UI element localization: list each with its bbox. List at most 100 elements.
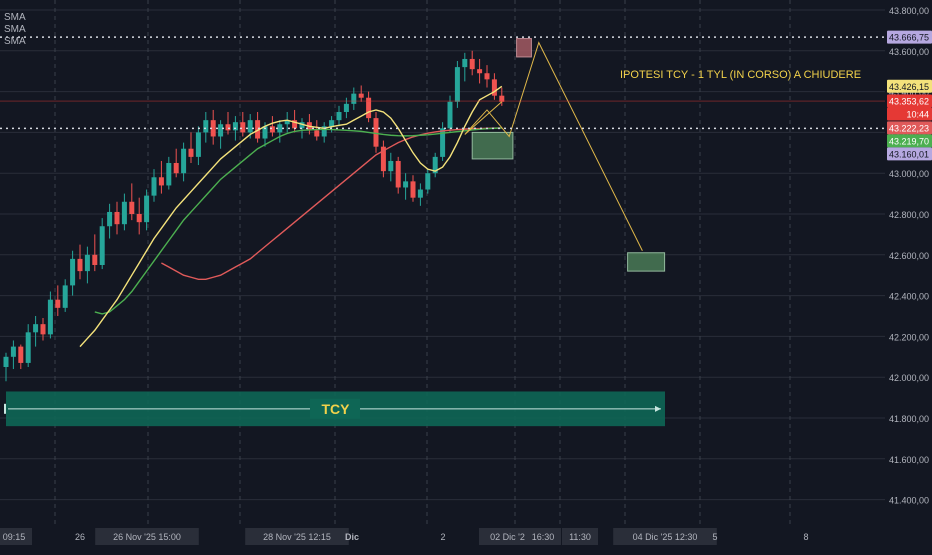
price-label-bg (887, 121, 932, 135)
price-tick-label: 42.400,00 (889, 292, 929, 302)
time-tick-label: 09:15 (3, 532, 26, 542)
time-label-bg (245, 528, 349, 545)
candle (299, 122, 305, 129)
candle (403, 181, 409, 188)
candle (491, 79, 497, 96)
candle (55, 299, 61, 308)
candle (417, 189, 423, 198)
candle (107, 211, 113, 227)
candle (329, 120, 335, 127)
candle (136, 214, 142, 223)
time-axis[interactable]: 09:15 26 26 Nov '25 15:00 2 8 28 Nov '25 12:1… (0, 528, 809, 545)
candle (462, 58, 468, 68)
candle (158, 177, 164, 186)
candle (84, 254, 90, 272)
candle (40, 324, 46, 335)
time-tick-label: 02 Dic '25 (490, 532, 530, 542)
price-tick-label: 41.400,00 (889, 496, 929, 506)
price-label: 43.426,15 (889, 82, 929, 92)
indicator-label: SMA (4, 24, 26, 35)
price-label: 43.666,75 (889, 33, 929, 43)
time-tick-label: 5 (712, 532, 717, 542)
candle (121, 201, 127, 225)
indicator-label: SMA (4, 12, 26, 23)
price-tick-label: 43.600,00 (889, 47, 929, 57)
candles-layer (3, 50, 505, 382)
candle (210, 120, 216, 137)
candle (336, 112, 342, 121)
indicator-label: SMA (4, 36, 26, 47)
candle (195, 132, 201, 157)
candle (395, 160, 401, 188)
candle (388, 160, 394, 172)
time-tick-label: Dic (345, 532, 359, 542)
target-box (627, 252, 666, 272)
price-tick-label: 42.800,00 (889, 210, 929, 220)
price-label-bg (887, 30, 932, 44)
levels-layer (0, 36, 885, 130)
candle (410, 181, 416, 198)
sma-layer (79, 85, 503, 348)
candle (218, 124, 224, 137)
candle (173, 163, 179, 174)
time-label-bg (525, 528, 561, 545)
candle (144, 195, 150, 223)
candle (255, 120, 261, 139)
price-label: 43.222,23 (889, 123, 929, 133)
range-arrow-start (4, 403, 6, 414)
candle (25, 332, 31, 363)
candle (62, 285, 68, 308)
time-label-bg (0, 528, 32, 545)
top-box (516, 38, 532, 58)
price-tick-label: 42.200,00 (889, 332, 929, 342)
candle (92, 254, 98, 265)
candle (321, 126, 327, 137)
projection-layer (464, 41, 643, 251)
candle (77, 258, 83, 272)
candle (284, 120, 290, 125)
candle (188, 148, 194, 157)
candle (440, 128, 446, 157)
price-axis[interactable]: 43.800,0043.600,0043.400,0043.200,0043.0… (887, 6, 932, 506)
price-label: 43.219,70 (889, 136, 929, 146)
price-label-bg (887, 134, 932, 148)
price-tick-label: 41.800,00 (889, 414, 929, 424)
candle (70, 258, 76, 286)
candle (114, 211, 120, 225)
candle (373, 118, 379, 147)
candle (181, 148, 187, 174)
price-label-bg (887, 94, 932, 108)
time-tick-label: 26 Nov '25 15:00 (113, 532, 181, 542)
sma-fast-line (79, 85, 503, 348)
candle (314, 130, 320, 137)
annotation-text: IPOTESI TCY - 1 TYL (IN CORSO) A CHIUDER… (620, 69, 861, 81)
candle (3, 356, 9, 367)
candle (499, 95, 505, 102)
time-tick-label: 2 (440, 532, 445, 542)
range-label-bg (310, 398, 360, 419)
candle (99, 226, 105, 265)
boxes-layer: TCY (4, 38, 666, 427)
time-tick-label: 28 Nov '25 12:15 (263, 532, 331, 542)
candle (343, 103, 349, 112)
candle (247, 120, 253, 133)
candle (232, 122, 238, 131)
price-label: 10:44 (906, 110, 929, 120)
sma-mid-line (94, 127, 502, 315)
time-tick-label: 26 (75, 532, 85, 542)
candle (366, 97, 372, 119)
candle (129, 201, 135, 214)
candle (203, 120, 209, 133)
candle (292, 120, 298, 129)
candle (432, 156, 438, 174)
mid-box (471, 131, 514, 160)
time-tick-label: 11:30 (569, 532, 591, 542)
candle (240, 122, 246, 133)
time-tick-label: 16:30 (532, 532, 555, 542)
candle (262, 126, 268, 139)
candle (277, 124, 283, 133)
range-arrow-head (655, 405, 661, 412)
